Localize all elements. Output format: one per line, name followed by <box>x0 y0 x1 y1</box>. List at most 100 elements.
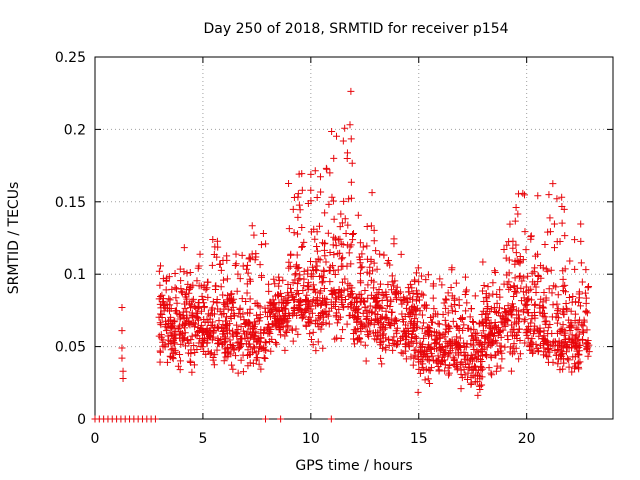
data-point <box>430 305 438 313</box>
data-point <box>410 354 418 362</box>
data-point <box>439 330 447 338</box>
data-point <box>441 361 449 369</box>
data-point <box>388 272 396 280</box>
data-point <box>194 314 202 322</box>
data-point <box>416 347 424 355</box>
data-point <box>362 357 370 365</box>
data-point <box>472 363 480 371</box>
data-point <box>250 231 258 239</box>
data-point <box>474 348 482 356</box>
data-point <box>572 298 580 306</box>
data-point <box>554 307 562 315</box>
data-point <box>313 242 321 250</box>
data-point <box>312 266 320 274</box>
data-point <box>406 280 414 288</box>
data-point <box>553 329 561 337</box>
data-point <box>365 332 373 340</box>
data-point <box>277 415 285 423</box>
data-point <box>166 352 174 360</box>
data-point <box>571 317 579 325</box>
data-point <box>296 271 304 279</box>
data-point <box>507 310 515 318</box>
data-point <box>300 238 308 246</box>
data-point <box>441 367 449 375</box>
data-point <box>565 334 573 342</box>
data-point <box>298 186 306 194</box>
data-point <box>217 283 225 291</box>
data-point <box>451 307 459 315</box>
data-point <box>211 285 219 293</box>
data-point <box>442 325 450 333</box>
data-point <box>188 309 196 317</box>
data-point <box>253 299 261 307</box>
data-point <box>315 311 323 319</box>
data-point <box>558 352 566 360</box>
data-point <box>344 280 352 288</box>
data-point <box>461 371 469 379</box>
data-point <box>247 277 255 285</box>
data-point <box>203 284 211 292</box>
data-point <box>312 347 320 355</box>
data-point <box>359 243 367 251</box>
data-point <box>542 294 550 302</box>
data-point <box>399 315 407 323</box>
data-point <box>320 285 328 293</box>
data-point <box>180 244 188 252</box>
data-point <box>515 355 523 363</box>
data-point <box>501 305 509 313</box>
data-point <box>243 261 251 269</box>
data-point <box>554 360 562 368</box>
data-point <box>237 313 245 321</box>
data-point <box>510 348 518 356</box>
data-point <box>172 294 180 302</box>
data-point <box>569 353 577 361</box>
data-point <box>246 295 254 303</box>
x-tick-label: 10 <box>302 431 320 447</box>
data-point <box>220 357 228 365</box>
data-point <box>222 334 230 342</box>
data-point <box>408 284 416 292</box>
data-point <box>528 315 536 323</box>
data-point <box>319 277 327 285</box>
data-point <box>444 309 452 317</box>
data-point <box>493 299 501 307</box>
data-point <box>232 260 240 268</box>
data-point <box>512 241 520 249</box>
data-point <box>546 348 554 356</box>
data-point <box>385 341 393 349</box>
data-point <box>467 305 475 313</box>
data-point <box>293 287 301 295</box>
data-point <box>429 282 437 290</box>
data-point <box>490 303 498 311</box>
data-point <box>574 351 582 359</box>
data-point <box>402 304 410 312</box>
data-point <box>378 289 386 297</box>
data-point <box>436 275 444 283</box>
data-point <box>244 362 252 370</box>
data-point <box>213 237 221 245</box>
data-point <box>488 371 496 379</box>
data-point <box>155 267 163 275</box>
data-point <box>344 302 352 310</box>
data-point <box>298 242 306 250</box>
data-point <box>475 340 483 348</box>
data-point <box>162 286 170 294</box>
data-point <box>295 170 303 178</box>
data-point <box>516 336 524 344</box>
data-point <box>525 342 533 350</box>
data-point <box>159 302 167 310</box>
y-tick-label: 0.15 <box>55 195 86 211</box>
data-point <box>421 376 429 384</box>
data-point <box>268 335 276 343</box>
data-point <box>489 329 497 337</box>
data-point <box>438 281 446 289</box>
data-point <box>397 349 405 357</box>
x-tick-label: 20 <box>518 431 536 447</box>
data-points <box>91 87 593 423</box>
data-point <box>461 361 469 369</box>
data-point <box>417 343 425 351</box>
data-point <box>334 250 342 258</box>
data-point <box>180 334 188 342</box>
data-point <box>274 320 282 328</box>
